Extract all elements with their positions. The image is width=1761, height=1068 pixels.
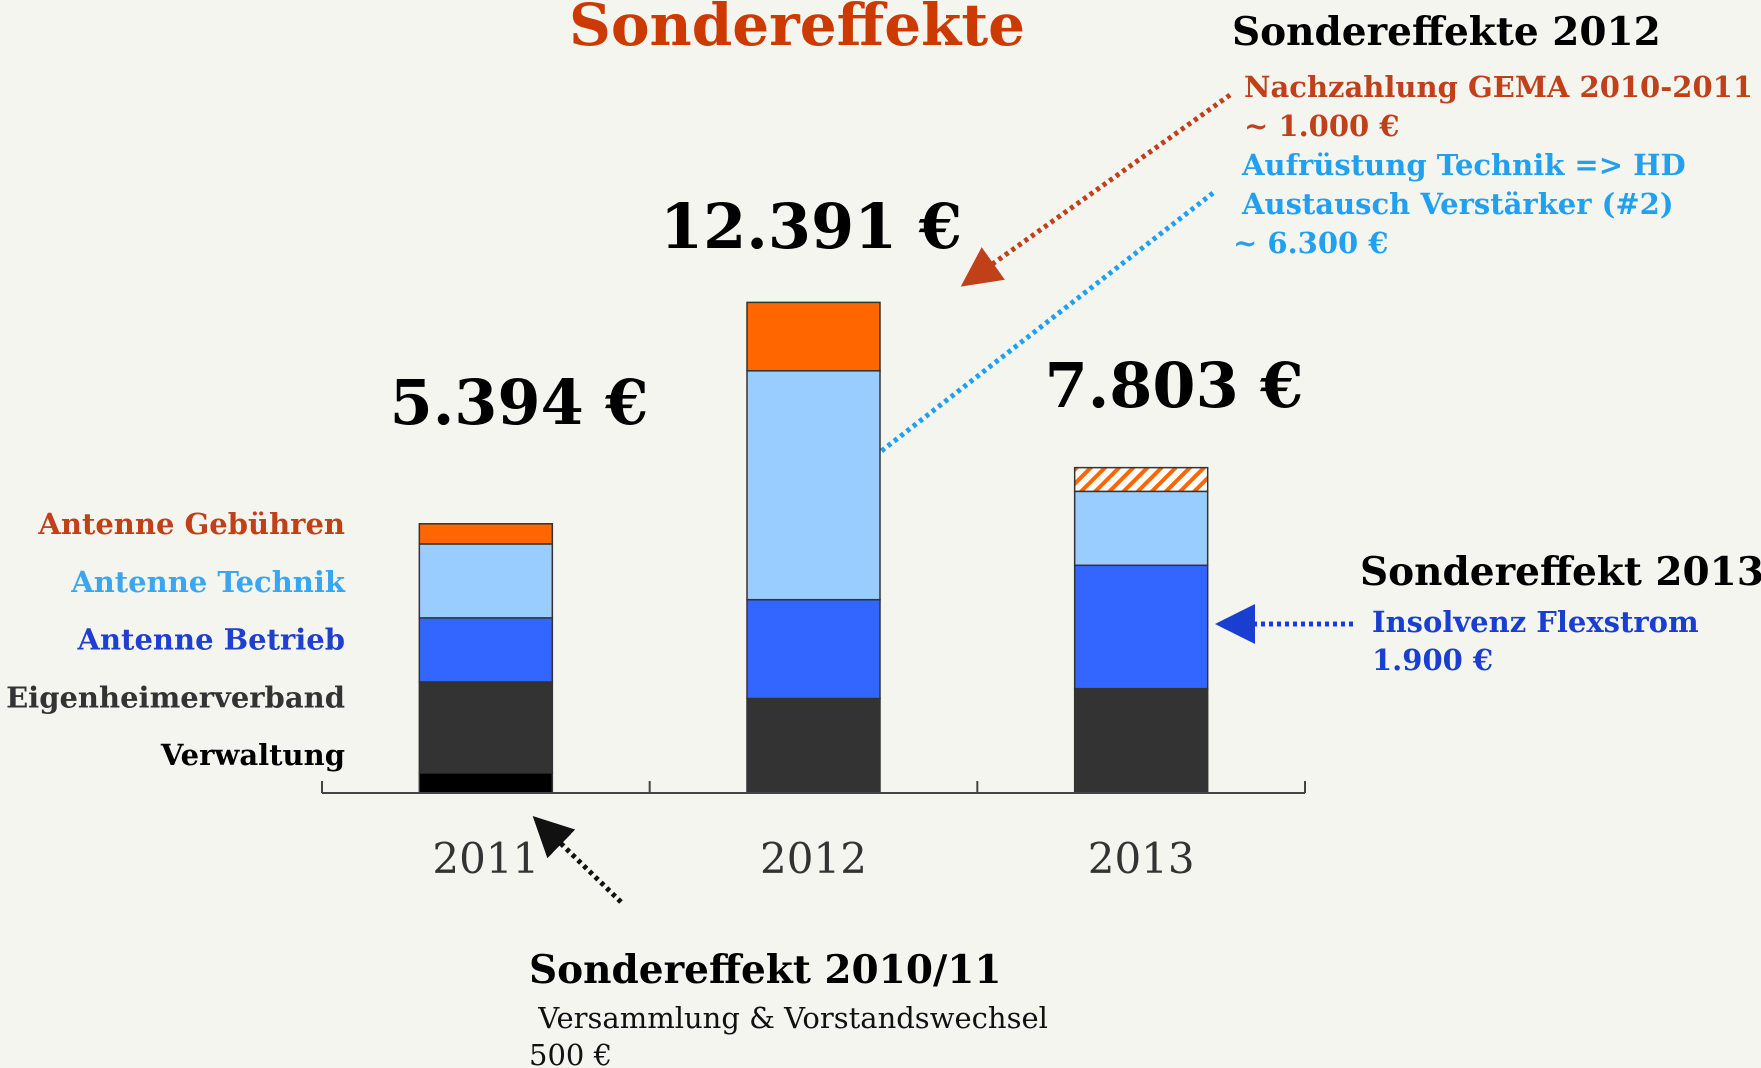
legend-label: Verwaltung xyxy=(160,738,345,772)
legend-label: Antenne Technik xyxy=(70,565,346,599)
chart-title: Sondereffekte xyxy=(569,0,1025,59)
bar-segment xyxy=(418,543,554,619)
annotation-line: 500 € xyxy=(529,1038,612,1068)
arrow xyxy=(832,191,1215,490)
bar-segment xyxy=(418,681,554,774)
bar-segment xyxy=(1073,466,1209,493)
annotation-line: ~ 1.000 € xyxy=(1244,109,1399,143)
bar-segment xyxy=(418,772,554,794)
x-tick-label: 2013 xyxy=(1088,834,1195,883)
bar-segment xyxy=(418,523,554,545)
annotation-line: Austausch Verstärker (#2) xyxy=(1241,187,1674,221)
x-tick-label: 2011 xyxy=(432,834,539,883)
legend-label: Antenne Betrieb xyxy=(76,623,345,657)
bar-segment xyxy=(1073,564,1209,690)
annotation-title: Sondereffekt 2013 xyxy=(1360,549,1761,595)
arrow xyxy=(960,92,1232,287)
annotation-line: Aufrüstung Technik => HD xyxy=(1241,148,1686,182)
x-tick-label: 2012 xyxy=(760,834,867,883)
bar-segment xyxy=(1073,490,1209,567)
annotation-line: Insolvenz Flexstrom xyxy=(1372,605,1699,639)
bar-segment xyxy=(746,697,881,794)
annotation-line: ~ 6.300 € xyxy=(1233,226,1388,260)
annotation-line: 1.900 € xyxy=(1372,643,1493,677)
annotation-title: Sondereffekt 2010/11 xyxy=(529,947,1001,993)
legend-label: Eigenheimerverband xyxy=(6,680,345,714)
bar-segment xyxy=(418,617,554,683)
bar-segment xyxy=(746,301,881,372)
annotation-line: Versammlung & Vorstandswechsel xyxy=(529,1001,1048,1035)
bar-segment xyxy=(1073,687,1209,794)
total-label: 5.394 € xyxy=(390,366,649,439)
bar-segment xyxy=(746,598,881,700)
annotation-line: Nachzahlung GEMA 2010-2011 xyxy=(1244,70,1753,104)
bar-segment xyxy=(746,370,881,601)
annotation-title: Sondereffekte 2012 xyxy=(1232,9,1661,55)
legend-label: Antenne Gebühren xyxy=(37,507,345,541)
total-label: 7.803 € xyxy=(1045,349,1304,422)
arrow xyxy=(532,816,623,904)
total-label: 12.391 € xyxy=(660,190,962,263)
